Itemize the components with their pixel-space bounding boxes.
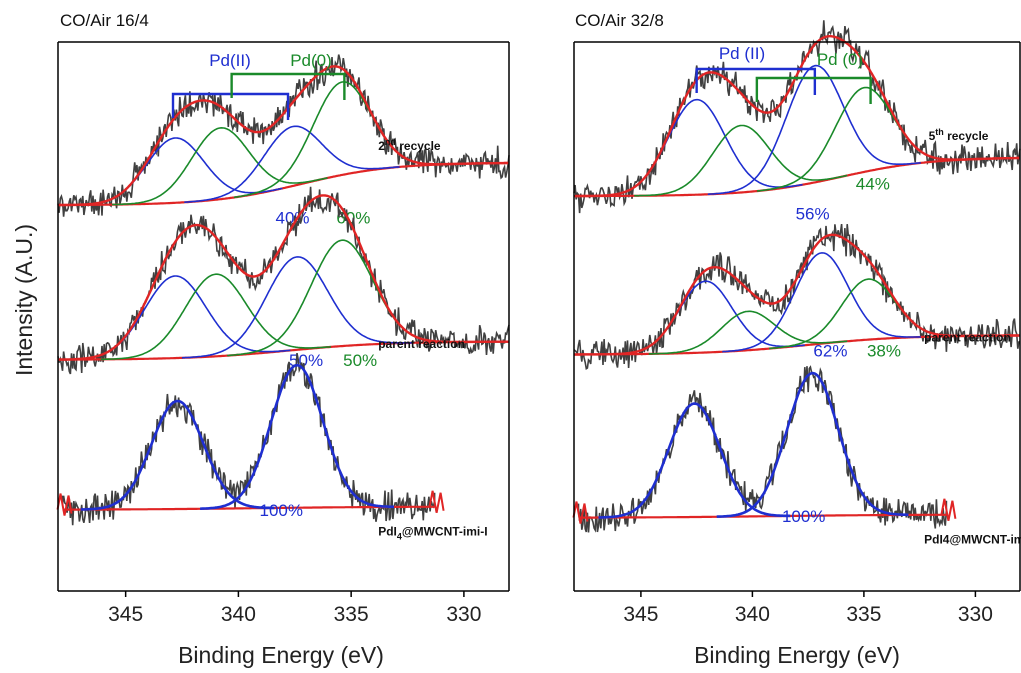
x-tick-label: 345 — [623, 603, 658, 626]
pd0-bracket-label: Pd (0) — [817, 50, 863, 69]
panel-title-right: CO/Air 32/8 — [575, 11, 664, 30]
percentage-label: 100% — [782, 507, 825, 526]
fit-envelope — [58, 65, 509, 207]
percentage-label: 38% — [867, 341, 901, 360]
pd0-bracket — [755, 76, 872, 104]
edge-artifact — [572, 501, 589, 524]
pd2-bracket-label: Pd(II) — [209, 51, 251, 70]
fit-envelope — [574, 233, 1020, 356]
peak-component-1 — [112, 126, 328, 206]
trace-label: PdI4@MWCNT-imi-I — [378, 525, 487, 542]
x-tick-label: 340 — [221, 603, 256, 626]
peak-component-1 — [716, 371, 909, 518]
raw-spectrum — [577, 365, 948, 533]
trace-0: 40% 60%2nd recycle — [57, 54, 510, 227]
panel-title-left: CO/Air 16/4 — [60, 11, 149, 30]
background-line — [62, 505, 435, 511]
trace-label: parent reaction — [924, 331, 1011, 345]
edge-artifact — [56, 493, 73, 516]
x-axis-label-left: Binding Energy (eV) — [178, 642, 384, 668]
pd0-bracket-label: Pd(0) — [290, 51, 332, 70]
peak-component-2 — [184, 125, 400, 203]
peak-component-1 — [648, 310, 848, 355]
raw-spectrum — [57, 54, 510, 217]
background-line — [578, 513, 947, 519]
peak-component-1 — [100, 273, 331, 361]
trace-label: 2nd recycle — [378, 137, 441, 153]
x-tick-label: 345 — [108, 603, 143, 626]
x-tick-label: 335 — [846, 603, 881, 626]
percentage-label: 56% — [796, 205, 830, 224]
x-axis-label-right: Binding Energy (eV) — [694, 642, 900, 668]
fit-envelope — [58, 194, 509, 361]
trace-1: 62% 38% parent reaction — [573, 223, 1021, 371]
x-tick-label: 330 — [958, 603, 993, 626]
edge-artifact — [940, 498, 957, 521]
peak-component-1 — [634, 124, 848, 197]
edge-artifact — [428, 490, 445, 513]
x-tick-label: 340 — [735, 603, 770, 626]
pd2-bracket-label: Pd (II) — [719, 44, 765, 63]
peak-component-1 — [200, 363, 394, 510]
peak-component-0 — [598, 402, 791, 519]
raw-spectrum — [61, 352, 436, 526]
y-axis-label: Intensity (A.U.) — [11, 224, 37, 376]
peak-component-0 — [606, 280, 805, 356]
fit-envelope — [574, 35, 1020, 198]
trace-0: 56% 44% 5th recycle — [573, 20, 1021, 224]
raw-spectrum — [57, 186, 510, 375]
percentage-label: 62% — [813, 341, 847, 360]
pd0-bracket — [230, 72, 346, 100]
x-tick-label: 335 — [334, 603, 369, 626]
trace-label: 5th recycle — [929, 127, 989, 143]
peak-component-2 — [181, 256, 412, 359]
trace-2: 100% PdI4@MWCNT-imi-I — [572, 365, 1021, 547]
x-tick-label: 330 — [446, 603, 481, 626]
raw-spectrum — [573, 20, 1021, 214]
trace-label: parent reaction — [378, 337, 465, 351]
peak-component-0 — [80, 399, 275, 511]
percentage-label: 50% — [343, 351, 377, 370]
trace-2: 100% PdI4@MWCNT-imi-I — [56, 352, 488, 542]
percentage-label: 44% — [856, 174, 890, 193]
trace-label: PdI4@MWCNT-imi-I — [924, 533, 1021, 547]
peak-component-2 — [707, 64, 921, 195]
panel-1: 56% 44% 5th recycle 62% 38% parent reaction 10… — [572, 20, 1021, 626]
percentage-label: 100% — [260, 501, 303, 520]
trace-1: 50% 50%parent reaction — [57, 186, 510, 375]
peak-component-2 — [722, 252, 921, 353]
pd2-bracket — [695, 67, 817, 95]
